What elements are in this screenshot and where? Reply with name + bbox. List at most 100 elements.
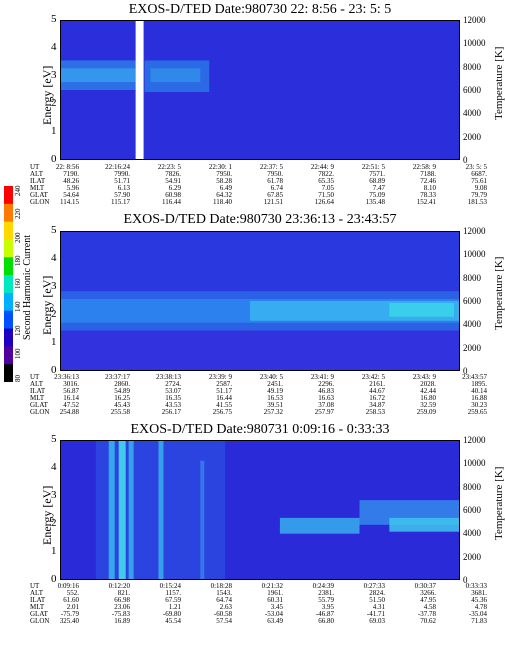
y2-tick-label: 2000 bbox=[463, 342, 481, 353]
ephemeris-value: 23:38:13 bbox=[156, 373, 181, 381]
ephemeris-row-label: ALT bbox=[30, 589, 43, 597]
ephemeris-row-label: GLON bbox=[30, 617, 50, 625]
ephemeris-value: 75.61 bbox=[471, 177, 487, 185]
y2-tick-label: 2000 bbox=[463, 551, 481, 562]
ephemeris-value: 7571. bbox=[369, 170, 385, 178]
colorbar-segment bbox=[4, 203, 13, 223]
ephemeris-value: 16.89 bbox=[114, 617, 130, 625]
ephemeris-value: 5.96 bbox=[66, 184, 79, 192]
ephemeris-value: 2824. bbox=[369, 589, 385, 597]
y2-tick-label: 0 bbox=[463, 366, 468, 376]
ephemeris-value: 0:09:16 bbox=[57, 582, 79, 590]
colorbar-segment bbox=[4, 328, 13, 347]
ephemeris-row-label: ALT bbox=[30, 170, 43, 178]
y2-tick-label: 8000 bbox=[463, 61, 481, 72]
ephemeris-value: 3681. bbox=[471, 589, 487, 597]
ephemeris-value: 60.98 bbox=[165, 191, 181, 199]
ephemeris-value: 23:43: 9 bbox=[412, 373, 436, 381]
ephemeris-value: 58.28 bbox=[216, 177, 232, 185]
ephemeris-value: 0:27:33 bbox=[363, 582, 385, 590]
ephemeris-value: 22:58: 9 bbox=[412, 163, 436, 171]
y2-tick-label: 10000 bbox=[463, 458, 486, 469]
ephemeris-value: 64.74 bbox=[216, 596, 232, 604]
y2-tick-label: 12000 bbox=[463, 15, 486, 25]
ephemeris-value: 7950. bbox=[216, 170, 232, 178]
y-tick-label: 2 bbox=[51, 308, 57, 320]
ephemeris-value: 40.14 bbox=[471, 387, 487, 395]
ephemeris-value: 61.60 bbox=[63, 596, 79, 604]
ephemeris-value: 257.32 bbox=[263, 408, 283, 416]
ephemeris-value: 16.14 bbox=[63, 394, 79, 402]
ephemeris-value: -35.04 bbox=[468, 610, 487, 618]
ephemeris-value: 2587. bbox=[216, 380, 232, 388]
ephemeris-value: 16.63 bbox=[318, 394, 334, 402]
ephemeris-value: 61.78 bbox=[267, 177, 283, 185]
ephemeris-value: 7190. bbox=[63, 170, 79, 178]
y-tick-label: 3 bbox=[51, 69, 57, 81]
panel-1: EXOS-D/TED Date:980730 22: 8:56 - 23: 5:… bbox=[0, 0, 505, 210]
colorbar-segment bbox=[4, 221, 13, 240]
ephemeris-value: 67.85 bbox=[267, 191, 283, 199]
ephemeris-value: 3016. bbox=[63, 380, 79, 388]
ephemeris-row-label: MLT bbox=[30, 603, 45, 611]
ephemeris-value: -69.80 bbox=[162, 610, 181, 618]
ephemeris-value: 2724. bbox=[165, 380, 181, 388]
ephemeris-value: 258.53 bbox=[365, 408, 385, 416]
y-tick-label: 4 bbox=[51, 252, 57, 264]
ephemeris-value: 254.88 bbox=[59, 408, 79, 416]
ephemeris-value: 4.31 bbox=[372, 603, 385, 611]
ephemeris-value: -46.87 bbox=[315, 610, 334, 618]
ephemeris-value: 552. bbox=[66, 589, 79, 597]
ephemeris-value: 65.35 bbox=[318, 177, 334, 185]
colorbar-segment bbox=[4, 239, 13, 258]
ephemeris-value: 34.87 bbox=[369, 401, 385, 409]
ephemeris-value: 57.54 bbox=[216, 617, 232, 625]
y2-tick-label: 4000 bbox=[463, 108, 481, 119]
y2-tick-label: 4000 bbox=[463, 319, 481, 330]
ephemeris-row-label: MLT bbox=[30, 394, 45, 402]
ephemeris-value: 116.44 bbox=[162, 198, 181, 206]
ephemeris-value: 23:40: 5 bbox=[259, 373, 283, 381]
ephemeris-value: 7822. bbox=[318, 170, 334, 178]
ephemeris-value: 0:33:33 bbox=[465, 582, 487, 590]
y2-tick-label: 0 bbox=[463, 155, 468, 165]
y-tick-label: 0 bbox=[51, 153, 57, 165]
ephemeris-value: 67.59 bbox=[165, 596, 181, 604]
ephemeris-value: 37.08 bbox=[318, 401, 334, 409]
y-tick-label: 2 bbox=[51, 517, 57, 529]
ephemeris-row-label: ILAT bbox=[30, 177, 46, 185]
ephemeris-row-label: GLON bbox=[30, 408, 50, 416]
colorbar-segment bbox=[4, 292, 13, 312]
ephemeris-value: 16.88 bbox=[471, 394, 487, 402]
ephemeris-value: 1543. bbox=[216, 589, 232, 597]
ephemeris-value: 256.17 bbox=[161, 408, 181, 416]
ephemeris-value: 3.95 bbox=[321, 603, 334, 611]
ephemeris-value: 1961. bbox=[267, 589, 283, 597]
ephemeris-value: 2381. bbox=[318, 589, 334, 597]
ephemeris-value: 70.62 bbox=[420, 617, 436, 625]
ephemeris-value: 39.51 bbox=[267, 401, 283, 409]
ephemeris-value: 47.95 bbox=[420, 596, 436, 604]
ephemeris-value: 63.49 bbox=[267, 617, 283, 625]
y-tick-label: 4 bbox=[51, 461, 57, 473]
ephemeris-value: 22:23: 5 bbox=[157, 163, 181, 171]
ephemeris-value: -75.79 bbox=[60, 610, 79, 618]
ephemeris-value: 16.44 bbox=[216, 394, 232, 402]
ephemeris-row-label: MLT bbox=[30, 184, 45, 192]
ephemeris-value: 23:41: 9 bbox=[310, 373, 334, 381]
ephemeris-value: 121.51 bbox=[263, 198, 283, 206]
ephemeris-value: 8.10 bbox=[423, 184, 436, 192]
ephemeris-value: 23:37:17 bbox=[105, 373, 130, 381]
colorbar-segment bbox=[4, 346, 13, 365]
ephemeris-value: 115.17 bbox=[111, 198, 130, 206]
ephemeris-value: 46.83 bbox=[318, 387, 334, 395]
ephemeris-value: 257.97 bbox=[314, 408, 334, 416]
y-tick-label: 3 bbox=[51, 280, 57, 292]
ephemeris-row-label: ILAT bbox=[30, 387, 46, 395]
ephemeris-value: 3266. bbox=[420, 589, 436, 597]
panel-3-title: EXOS-D/TED Date:980731 0:09:16 - 0:33:33 bbox=[130, 422, 390, 437]
ephemeris-value: 79.79 bbox=[471, 191, 487, 199]
ephemeris-row-label: GLAT bbox=[30, 610, 48, 618]
panel-2-title: EXOS-D/TED Date:980730 23:36:13 - 23:43:… bbox=[123, 212, 397, 227]
ephemeris-value: 7950. bbox=[267, 170, 283, 178]
